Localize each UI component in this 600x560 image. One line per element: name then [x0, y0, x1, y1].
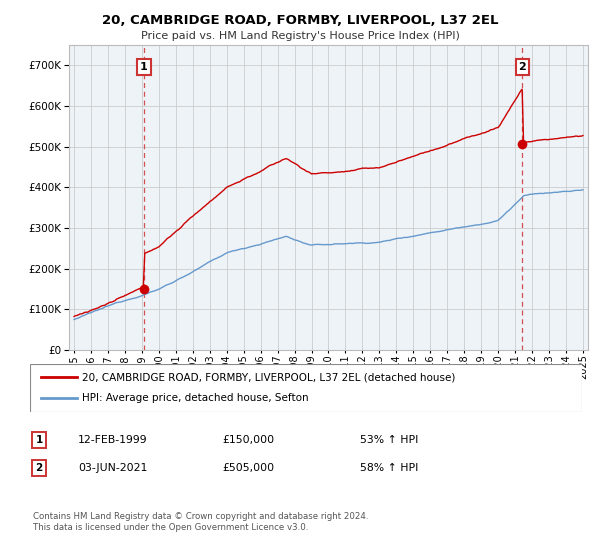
Text: HPI: Average price, detached house, Sefton: HPI: Average price, detached house, Seft…	[82, 393, 309, 403]
Text: 1: 1	[35, 435, 43, 445]
Text: 2: 2	[518, 62, 526, 72]
Text: 58% ↑ HPI: 58% ↑ HPI	[360, 463, 418, 473]
Text: 03-JUN-2021: 03-JUN-2021	[78, 463, 148, 473]
Text: Price paid vs. HM Land Registry's House Price Index (HPI): Price paid vs. HM Land Registry's House …	[140, 31, 460, 41]
Text: 53% ↑ HPI: 53% ↑ HPI	[360, 435, 418, 445]
Text: 12-FEB-1999: 12-FEB-1999	[78, 435, 148, 445]
Text: Contains HM Land Registry data © Crown copyright and database right 2024.
This d: Contains HM Land Registry data © Crown c…	[33, 512, 368, 532]
Text: 1: 1	[140, 62, 148, 72]
Text: 2: 2	[35, 463, 43, 473]
Text: 20, CAMBRIDGE ROAD, FORMBY, LIVERPOOL, L37 2EL: 20, CAMBRIDGE ROAD, FORMBY, LIVERPOOL, L…	[102, 14, 498, 27]
Text: £150,000: £150,000	[222, 435, 274, 445]
Text: 20, CAMBRIDGE ROAD, FORMBY, LIVERPOOL, L37 2EL (detached house): 20, CAMBRIDGE ROAD, FORMBY, LIVERPOOL, L…	[82, 372, 456, 382]
Text: £505,000: £505,000	[222, 463, 274, 473]
